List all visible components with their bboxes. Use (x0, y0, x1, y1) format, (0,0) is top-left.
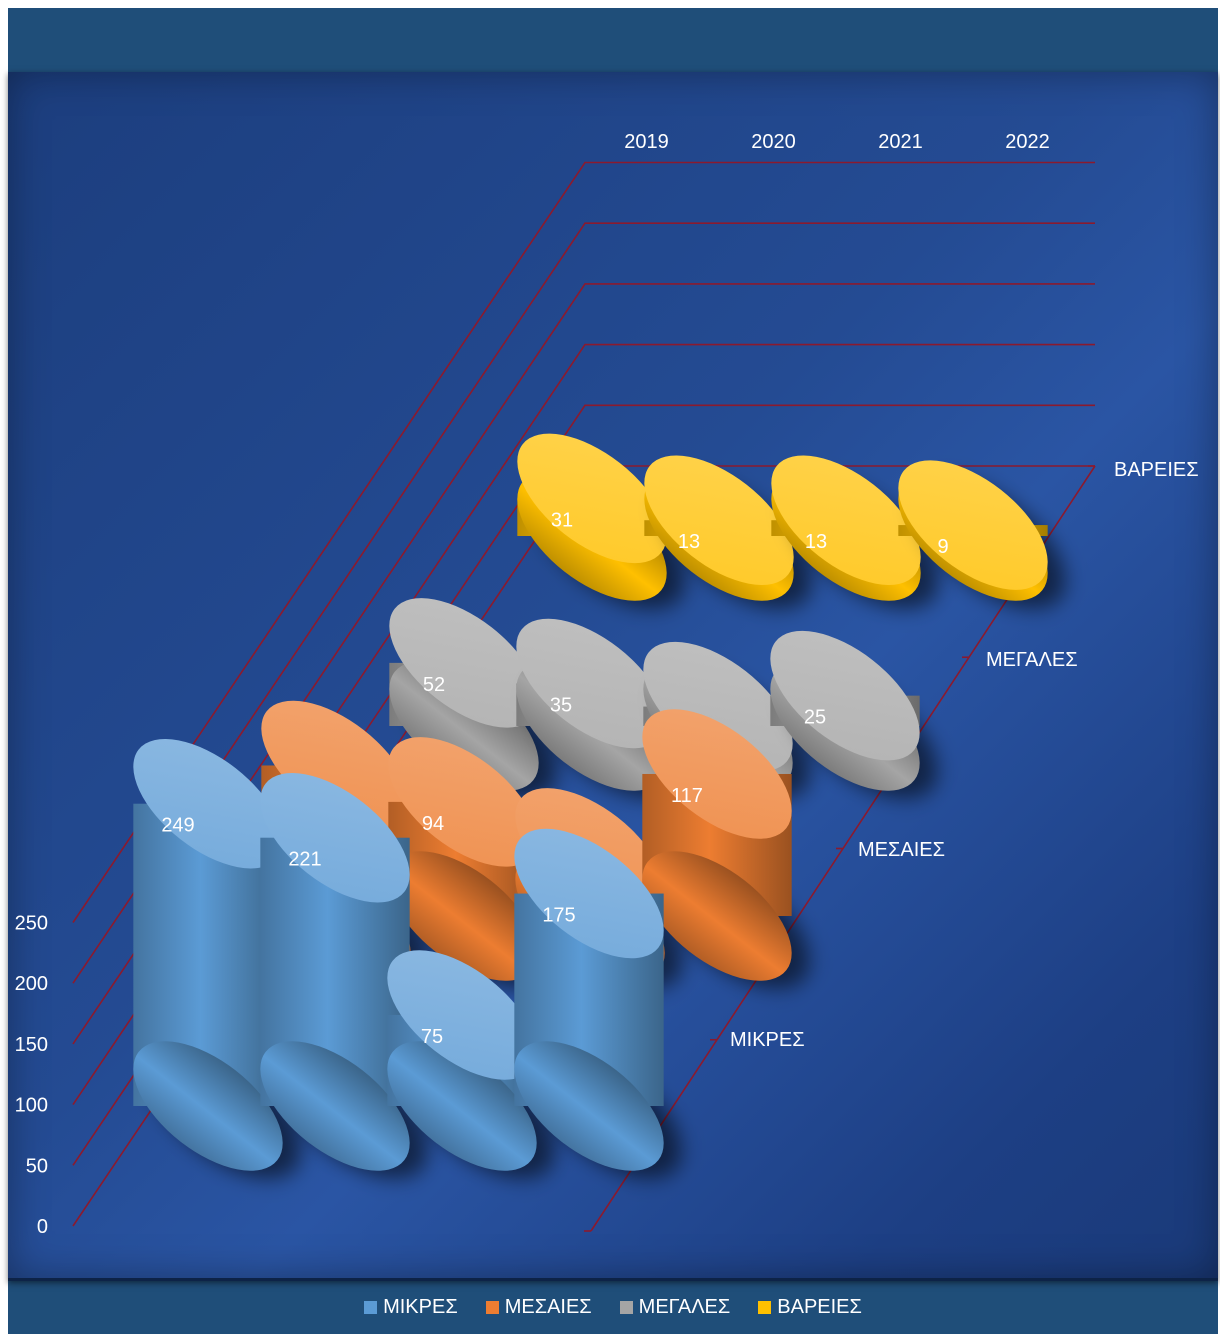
legend-swatch (619, 1300, 633, 1314)
bar: 31 (517, 433, 685, 609)
bar-base (388, 851, 538, 981)
chart-svg: 311313952351625124945211724922175175 050… (15, 131, 1199, 1238)
legend-item: ΜΙΚΡΕΣ (364, 1296, 458, 1319)
bar-top (514, 828, 664, 959)
bar: 9 (898, 460, 1066, 609)
data-label: 117 (671, 785, 703, 807)
bar-top (642, 709, 792, 839)
bar-top (388, 737, 538, 867)
data-label: 52 (423, 674, 445, 696)
bar: 75 (387, 950, 555, 1179)
legend-label: ΜΕΓΑΛΕΣ (638, 1295, 731, 1318)
data-label: 25 (804, 707, 826, 729)
data-label: 75 (421, 1026, 443, 1048)
bar-top (261, 700, 411, 831)
bar: 25 (770, 630, 938, 799)
bar-top (770, 630, 920, 761)
bar-top (389, 598, 539, 728)
bar: 249 (133, 738, 301, 1179)
bar-base (389, 661, 539, 791)
bar-top (644, 455, 794, 585)
bar: 221 (260, 772, 428, 1179)
bar-base (514, 1041, 664, 1171)
bar-top (771, 455, 921, 585)
series-axis-label: ΒΑΡΕΙΕΣ (1114, 459, 1199, 481)
bar-top (387, 950, 537, 1080)
legend-label: ΜΙΚΡΕΣ (383, 1295, 458, 1318)
data-label: 9 (937, 536, 948, 558)
y-tick-label: 150 (15, 1034, 48, 1056)
y-tick-label: 250 (15, 913, 48, 935)
bar-top (898, 460, 1048, 590)
bar: 35 (516, 618, 684, 799)
legend-item: ΜΕΣΑΙΕΣ (485, 1295, 592, 1319)
legend-swatch (758, 1300, 772, 1314)
x-tick-label: 2022 (1005, 131, 1050, 153)
legend-label: ΜΕΣΑΙΕΣ (504, 1295, 592, 1318)
gridline (72, 161, 1095, 923)
labels-layer: 0 50 100 150 200 250 2019 2020 2021 2022 ΜΙΚΡΕΣ ΜΕΣ… (15, 131, 1199, 1238)
x-tick-label: 2021 (878, 131, 923, 153)
data-label: 249 (161, 815, 194, 837)
bar: 52 (389, 598, 557, 799)
bar-top (643, 641, 793, 772)
data-label: 35 (550, 695, 572, 717)
bar-base (642, 851, 792, 981)
series-axis-label: ΜΕΓΑΛΕΣ (986, 649, 1078, 671)
bar-base (133, 1041, 283, 1171)
x-tick-label: 2020 (751, 131, 796, 153)
bars-layer: 311313952351625124945211724922175175 (133, 433, 1066, 1179)
bar: 13 (644, 455, 812, 609)
data-label: 13 (805, 531, 827, 553)
data-label: 221 (288, 849, 321, 871)
bar: 175 (514, 828, 682, 1179)
bar-top (516, 618, 666, 749)
chart-frame: 311313952351625124945211724922175175 050… (8, 8, 1218, 1334)
bar-top (260, 772, 410, 903)
x-tick-label: 2019 (624, 131, 669, 153)
bar: 117 (642, 709, 810, 989)
data-label: 31 (551, 509, 573, 531)
gridline (72, 222, 1095, 984)
legend-swatch (364, 1300, 378, 1314)
series-axis-label: ΜΙΚΡΕΣ (730, 1029, 805, 1051)
data-label: 94 (422, 813, 444, 835)
y-tick-label: 50 (26, 1155, 48, 1177)
legend-item: ΒΑΡΕΙΕΣ (758, 1296, 862, 1319)
y-tick-label: 200 (15, 973, 48, 995)
data-label: 13 (678, 531, 700, 553)
bar-base (260, 1041, 410, 1171)
bar-base (387, 1041, 537, 1171)
y-tick-label: 100 (15, 1095, 48, 1117)
legend-swatch (485, 1300, 499, 1314)
series-axis-label: ΜΕΣΑΙΕΣ (858, 839, 945, 861)
bar-top (133, 738, 283, 869)
legend: ΜΙΚΡΕΣ ΜΕΣΑΙΕΣ ΜΕΓΑΛΕΣ ΒΑΡΕΙΕΣ (8, 1284, 1218, 1330)
data-label: 175 (542, 905, 575, 927)
legend-label: ΒΑΡΕΙΕΣ (777, 1295, 862, 1318)
bar-top (517, 433, 667, 564)
legend-item: ΜΕΓΑΛΕΣ (619, 1295, 731, 1319)
y-tick-label: 0 (37, 1216, 48, 1238)
bar: 13 (771, 455, 939, 609)
